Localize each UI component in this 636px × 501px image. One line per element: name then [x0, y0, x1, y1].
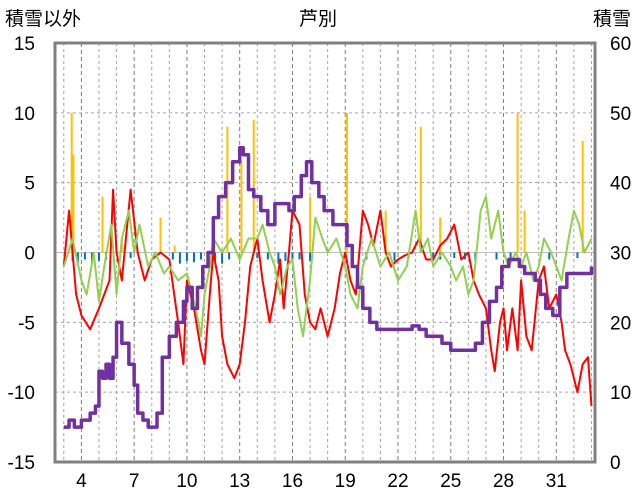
plot-frame [53, 41, 597, 464]
bar-mark [185, 252, 188, 261]
lines [62, 146, 594, 429]
right-tick-label: 30 [610, 244, 631, 265]
bar-mark [101, 196, 104, 253]
bar-mark [284, 252, 287, 261]
bar-mark [76, 252, 79, 263]
bar-mark [495, 252, 498, 260]
left-tick-label: 0 [24, 244, 35, 265]
right-tick-label: 50 [610, 104, 631, 125]
bar-mark [523, 210, 526, 253]
bar-mark [384, 210, 387, 253]
bar-mark [173, 245, 176, 253]
bar-mark [393, 252, 396, 261]
left-tick-label: 15 [14, 34, 35, 55]
bar-mark [576, 252, 579, 259]
x-tick-label: 31 [546, 471, 567, 492]
bar-mark [252, 119, 255, 253]
bar-mark [72, 154, 75, 253]
bar-mark [159, 217, 162, 253]
bar-mark [277, 252, 280, 264]
bar-mark [83, 252, 86, 260]
right-tick-label: 40 [610, 174, 631, 195]
bar-mark [548, 252, 551, 260]
right-tick-label: 10 [610, 383, 631, 404]
x-tick-label: 16 [282, 471, 303, 492]
bar-mark [509, 252, 512, 261]
x-tick-label: 22 [387, 471, 408, 492]
bar-mark [309, 196, 312, 253]
bar-mark [419, 126, 422, 253]
bar-mark [256, 252, 259, 259]
series-line [63, 146, 594, 429]
bar-mark [129, 252, 132, 259]
left-tick-label: -15 [8, 453, 35, 474]
bar-mark [240, 161, 243, 253]
series-line [62, 195, 593, 338]
left-axis-label: 積雪以外 [5, 8, 81, 30]
bar-mark [453, 252, 456, 259]
bar-mark [221, 252, 224, 264]
bar-mark [291, 252, 294, 263]
bar-mark [298, 252, 301, 260]
right-axis-label: 積雪 [593, 8, 631, 30]
bar-mark [226, 126, 229, 253]
x-tick-label: 25 [440, 471, 461, 492]
x-tick-label: 10 [176, 471, 197, 492]
right-tick-label: 60 [610, 34, 631, 55]
left-tick-label: -10 [8, 383, 35, 404]
right-tick-label: 20 [610, 313, 631, 334]
x-tick-label: 13 [229, 471, 250, 492]
bar-mark [178, 252, 181, 264]
bar-mark [228, 252, 231, 260]
bar-mark [192, 252, 195, 263]
bar-mark [345, 112, 348, 253]
bar-mark [581, 140, 584, 253]
series-line [62, 188, 593, 407]
bar-mark [432, 252, 435, 261]
bar-mark [70, 112, 73, 253]
right-tick-label: 0 [610, 453, 621, 474]
bar-mark [199, 252, 202, 260]
left-tick-label: -5 [18, 313, 35, 334]
bar-mark [516, 112, 519, 253]
x-tick-label: 4 [76, 471, 87, 492]
left-tick-label: 10 [14, 104, 35, 125]
bar-mark [266, 252, 269, 260]
bar-mark [97, 252, 100, 261]
x-tick-label: 7 [129, 471, 140, 492]
chart-title: 芦別 [299, 8, 337, 30]
bar-mark [171, 252, 174, 260]
x-tick-label: 28 [493, 471, 514, 492]
bar-mark [439, 217, 442, 253]
bar-mark [309, 252, 312, 261]
x-tick-label: 19 [335, 471, 356, 492]
left-tick-label: 5 [24, 174, 35, 195]
